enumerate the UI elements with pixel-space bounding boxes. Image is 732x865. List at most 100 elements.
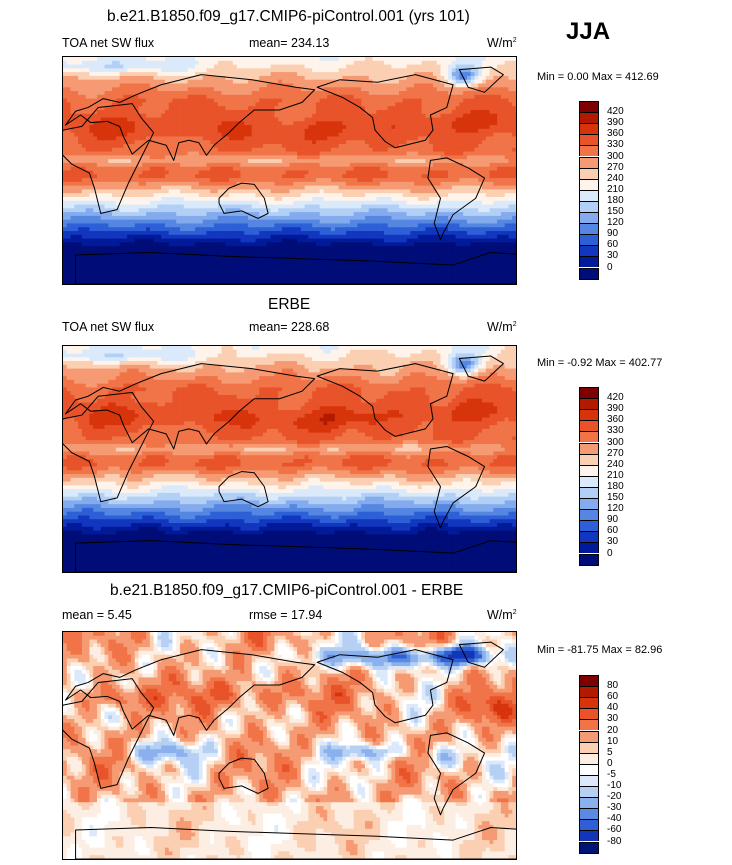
coastline [218, 182, 269, 219]
colorbar-swatch [579, 156, 599, 168]
colorbar-swatch [579, 123, 599, 135]
colorbar-level-label: 180 [607, 195, 624, 206]
colorbar-level-label: 330 [607, 426, 624, 436]
colorbar-level-label: 10 [607, 736, 618, 747]
coastline [218, 471, 269, 508]
colorbar-swatch [579, 256, 599, 268]
panel3-units: W/m2 [487, 609, 517, 622]
colorbar-swatch [579, 475, 599, 487]
colorbar-level-label: -20 [607, 792, 621, 802]
coastline [427, 445, 486, 529]
panel2-title: ERBE [268, 297, 310, 313]
colorbar-level-label: -60 [607, 825, 621, 835]
colorbar-swatch [579, 223, 599, 235]
coastline [63, 103, 155, 214]
panel2-minmax: Min = -0.92 Max = 402.77 [537, 358, 662, 369]
colorbar-level-label: 390 [607, 118, 624, 128]
panel3-map [62, 631, 517, 860]
colorbar-swatch [579, 189, 599, 201]
colorbar-level-label: 360 [607, 129, 624, 139]
colorbar-swatch [579, 112, 599, 124]
colorbar-swatch [579, 409, 599, 421]
coastline [65, 649, 316, 736]
colorbar-level-label: 210 [607, 184, 624, 195]
panel3-colorbar: 80 60 40 30 20 10 5 0 -5 -10 -20 -30 -40 -60 -80 [579, 675, 621, 854]
colorbar-level-label: -5 [607, 769, 616, 780]
panel3-rmse: rmse = 17.94 [249, 609, 322, 622]
colorbar-swatch [579, 398, 599, 410]
colorbar-swatch [579, 774, 599, 786]
colorbar-swatch [579, 267, 599, 279]
colorbar-swatch [579, 167, 599, 179]
coastline [75, 540, 516, 572]
colorbar-swatch [579, 719, 599, 731]
colorbar-level-label: 390 [607, 404, 624, 414]
colorbar-level-label: -10 [607, 781, 621, 791]
panel2-variable: TOA net SW flux [62, 321, 154, 334]
panel1-variable: TOA net SW flux [62, 37, 154, 50]
colorbar-level-label: 30 [607, 537, 618, 547]
colorbar-level-label: 5 [607, 747, 613, 758]
colorbar-level-label: 420 [607, 393, 624, 403]
colorbar-level-label: 330 [607, 140, 624, 150]
colorbar-swatch [579, 808, 599, 820]
coastline [458, 641, 504, 668]
colorbar-swatch [579, 234, 599, 246]
colorbar-level-label: 20 [607, 725, 618, 736]
colorbar-swatch [579, 841, 599, 853]
panel1-colorbar: 420 390 360 330 300 270 240 210 180 150 120 90 60 30 0 [579, 101, 624, 280]
colorbar-swatch [579, 212, 599, 224]
colorbar-level-label: 90 [607, 515, 618, 525]
panel3-mean: mean = 5.45 [62, 609, 132, 622]
colorbar-swatch [579, 420, 599, 432]
colorbar-swatch [579, 245, 599, 257]
coastline [316, 363, 454, 437]
panel1-mean: mean= 234.13 [249, 37, 329, 50]
colorbar-swatch [579, 531, 599, 543]
colorbar-level-label: 60 [607, 526, 618, 536]
colorbar-swatch [579, 464, 599, 476]
colorbar-level-label: 150 [607, 207, 624, 217]
colorbar-swatch [579, 741, 599, 753]
colorbar-level-label: 30 [607, 251, 618, 261]
colorbar-level-label: 90 [607, 229, 618, 239]
colorbar-level-label: 270 [607, 448, 624, 459]
colorbar-swatch [579, 387, 599, 399]
colorbar-level-label: 0 [607, 548, 613, 559]
colorbar-level-label: 120 [607, 504, 624, 514]
colorbar-swatch [579, 675, 599, 687]
colorbar-level-label: 300 [607, 437, 624, 448]
colorbar-swatch [579, 509, 599, 521]
colorbar-swatch [579, 486, 599, 498]
colorbar-swatch [579, 498, 599, 510]
colorbar-swatch [579, 786, 599, 798]
colorbar-swatch [579, 431, 599, 443]
colorbar-level-label: 60 [607, 240, 618, 250]
coastline [65, 74, 316, 161]
colorbar-level-label: 270 [607, 162, 624, 173]
colorbar-level-label: -30 [607, 803, 621, 813]
panel1-minmax: Min = 0.00 Max = 412.69 [537, 72, 659, 83]
coastline [63, 391, 155, 503]
colorbar-swatch [579, 708, 599, 720]
coastline [316, 649, 454, 724]
colorbar-level-label: 30 [607, 714, 618, 724]
panel1-units: W/m2 [487, 37, 517, 50]
colorbar-swatch [579, 686, 599, 698]
colorbar-swatch [579, 134, 599, 146]
colorbar-swatch [579, 730, 599, 742]
colorbar-swatch [579, 145, 599, 157]
coastline [427, 157, 486, 241]
colorbar-level-label: -40 [607, 814, 621, 824]
colorbar-swatch [579, 200, 599, 212]
coastline [458, 355, 504, 382]
colorbar-level-label: 60 [607, 692, 618, 702]
panel1-title: b.e21.B1850.f09_g17.CMIP6-piControl.001 … [107, 9, 470, 25]
colorbar-level-label: 210 [607, 470, 624, 481]
colorbar-swatch [579, 101, 599, 113]
coastline [75, 251, 516, 284]
colorbar-level-label: 180 [607, 481, 624, 492]
coastline [458, 66, 504, 93]
coastline [427, 732, 486, 816]
panel2-colorbar: 420 390 360 330 300 270 240 210 180 150 120 90 60 30 0 [579, 387, 624, 566]
